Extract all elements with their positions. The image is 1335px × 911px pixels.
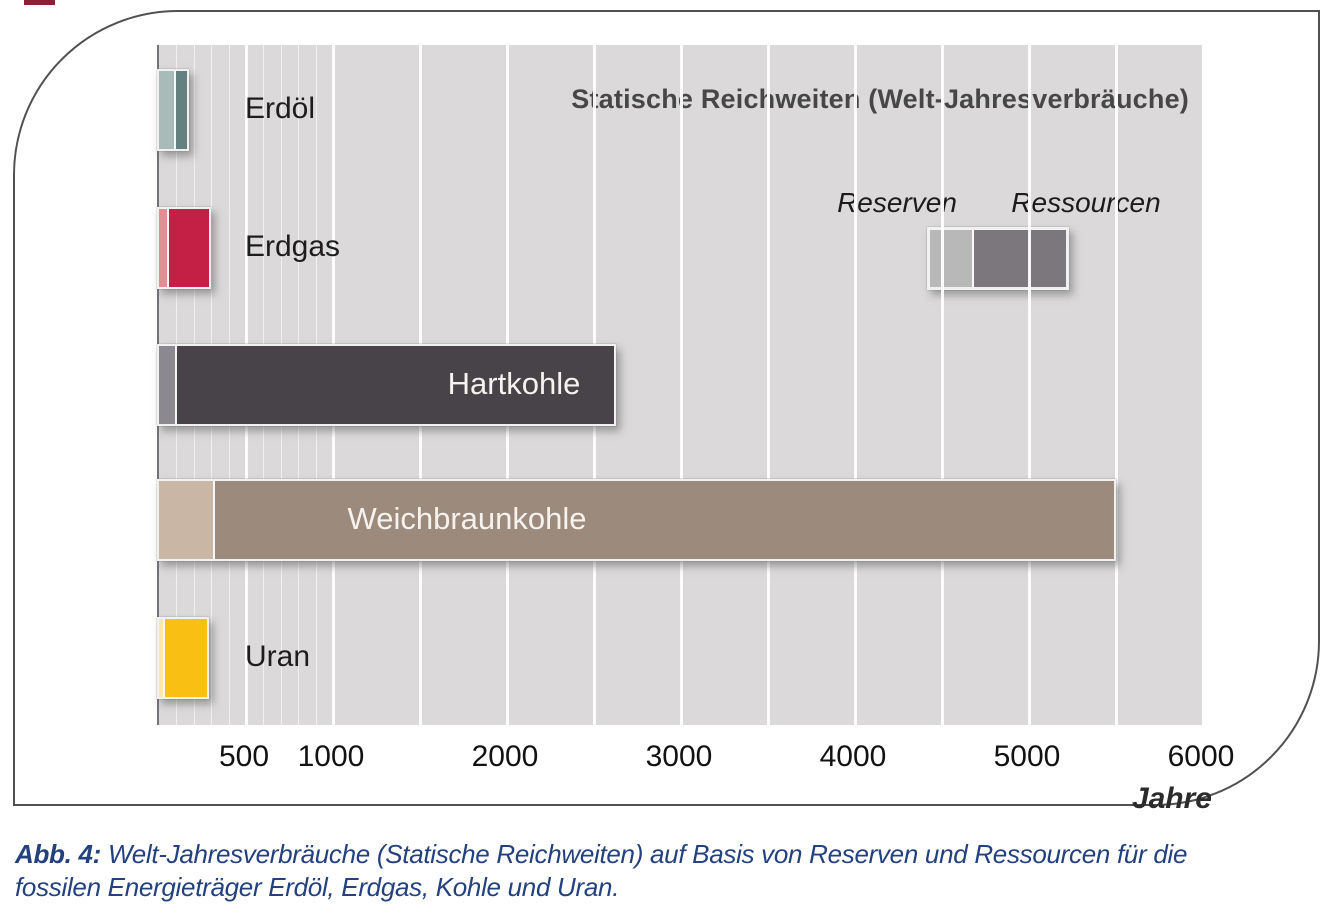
bar-label-uran: Uran xyxy=(245,640,311,673)
chart-title: Statische Reichweiten (Welt-Jahresverbrä… xyxy=(571,84,1189,114)
caption-line1-text: Welt-Jahresverbräuche (Statische Reichwe… xyxy=(101,839,1188,869)
ressourcen-segment xyxy=(165,619,207,697)
caption-line2: fossilen Energieträger Erdöl, Erdgas, Ko… xyxy=(15,872,620,902)
ressourcen-segment xyxy=(176,71,187,149)
axis-tick-label: 4000 xyxy=(819,740,887,773)
bar-weichbraunkohle xyxy=(157,479,1116,561)
major-gridline xyxy=(940,45,944,725)
major-gridline xyxy=(1027,45,1031,725)
reserven-segment xyxy=(159,481,215,559)
bar-erdöl xyxy=(157,69,189,151)
ressourcen-segment xyxy=(169,209,209,287)
major-gridline xyxy=(853,45,857,725)
major-gridline xyxy=(679,45,683,725)
legend-label-reserven: Reserven xyxy=(837,187,957,218)
bar-label-hartkohle: Hartkohle xyxy=(447,366,581,401)
legend-swatch xyxy=(927,227,1069,290)
legend-reserven-cell xyxy=(930,230,974,287)
major-gridline xyxy=(766,45,770,725)
axis-tick-label: 1000 xyxy=(297,740,365,773)
bar-hartkohle xyxy=(157,344,616,426)
bar-label-erdgas: Erdgas xyxy=(245,230,341,263)
reserven-segment xyxy=(159,619,165,697)
axis-tick-label: 2000 xyxy=(471,740,539,773)
page-crop-artifact xyxy=(24,0,55,5)
x-axis-unit-label: Jahre xyxy=(1131,782,1212,815)
major-gridline xyxy=(1201,45,1205,725)
major-gridline xyxy=(1114,45,1118,725)
figure-caption: Abb. 4: Welt-Jahresverbräuche (Statische… xyxy=(15,838,1187,904)
plot-area: Statische Reichweiten (Welt-Jahresverbrä… xyxy=(157,45,1205,725)
reserven-segment xyxy=(159,209,169,287)
bar-uran xyxy=(157,617,209,699)
caption-line1: Abb. 4: Welt-Jahresverbräuche (Statische… xyxy=(15,838,1187,871)
legend-ressourcen-cell xyxy=(974,230,1066,287)
reserven-segment xyxy=(159,346,177,424)
axis-tick-label: 6000 xyxy=(1167,740,1235,773)
axis-tick-label: 3000 xyxy=(645,740,713,773)
figure-panel: Statische Reichweiten (Welt-Jahresverbrä… xyxy=(13,10,1320,815)
bar-label-weichbraunkohle: Weichbraunkohle xyxy=(347,501,587,536)
bar-erdgas xyxy=(157,207,211,289)
axis-tick-label: 500 xyxy=(218,740,270,773)
reserven-segment xyxy=(159,71,176,149)
legend-label-ressourcen: Ressourcen xyxy=(1011,187,1161,218)
axis-tick-label: 5000 xyxy=(993,740,1061,773)
x-axis: 500 1000 2000 3000 4000 5000 6000 xyxy=(157,740,1234,780)
ressourcen-segment xyxy=(215,481,1114,559)
caption-prefix: Abb. 4: xyxy=(15,839,102,869)
bar-label-erdöl: Erdöl xyxy=(245,92,316,125)
ressourcen-segment xyxy=(177,346,614,424)
